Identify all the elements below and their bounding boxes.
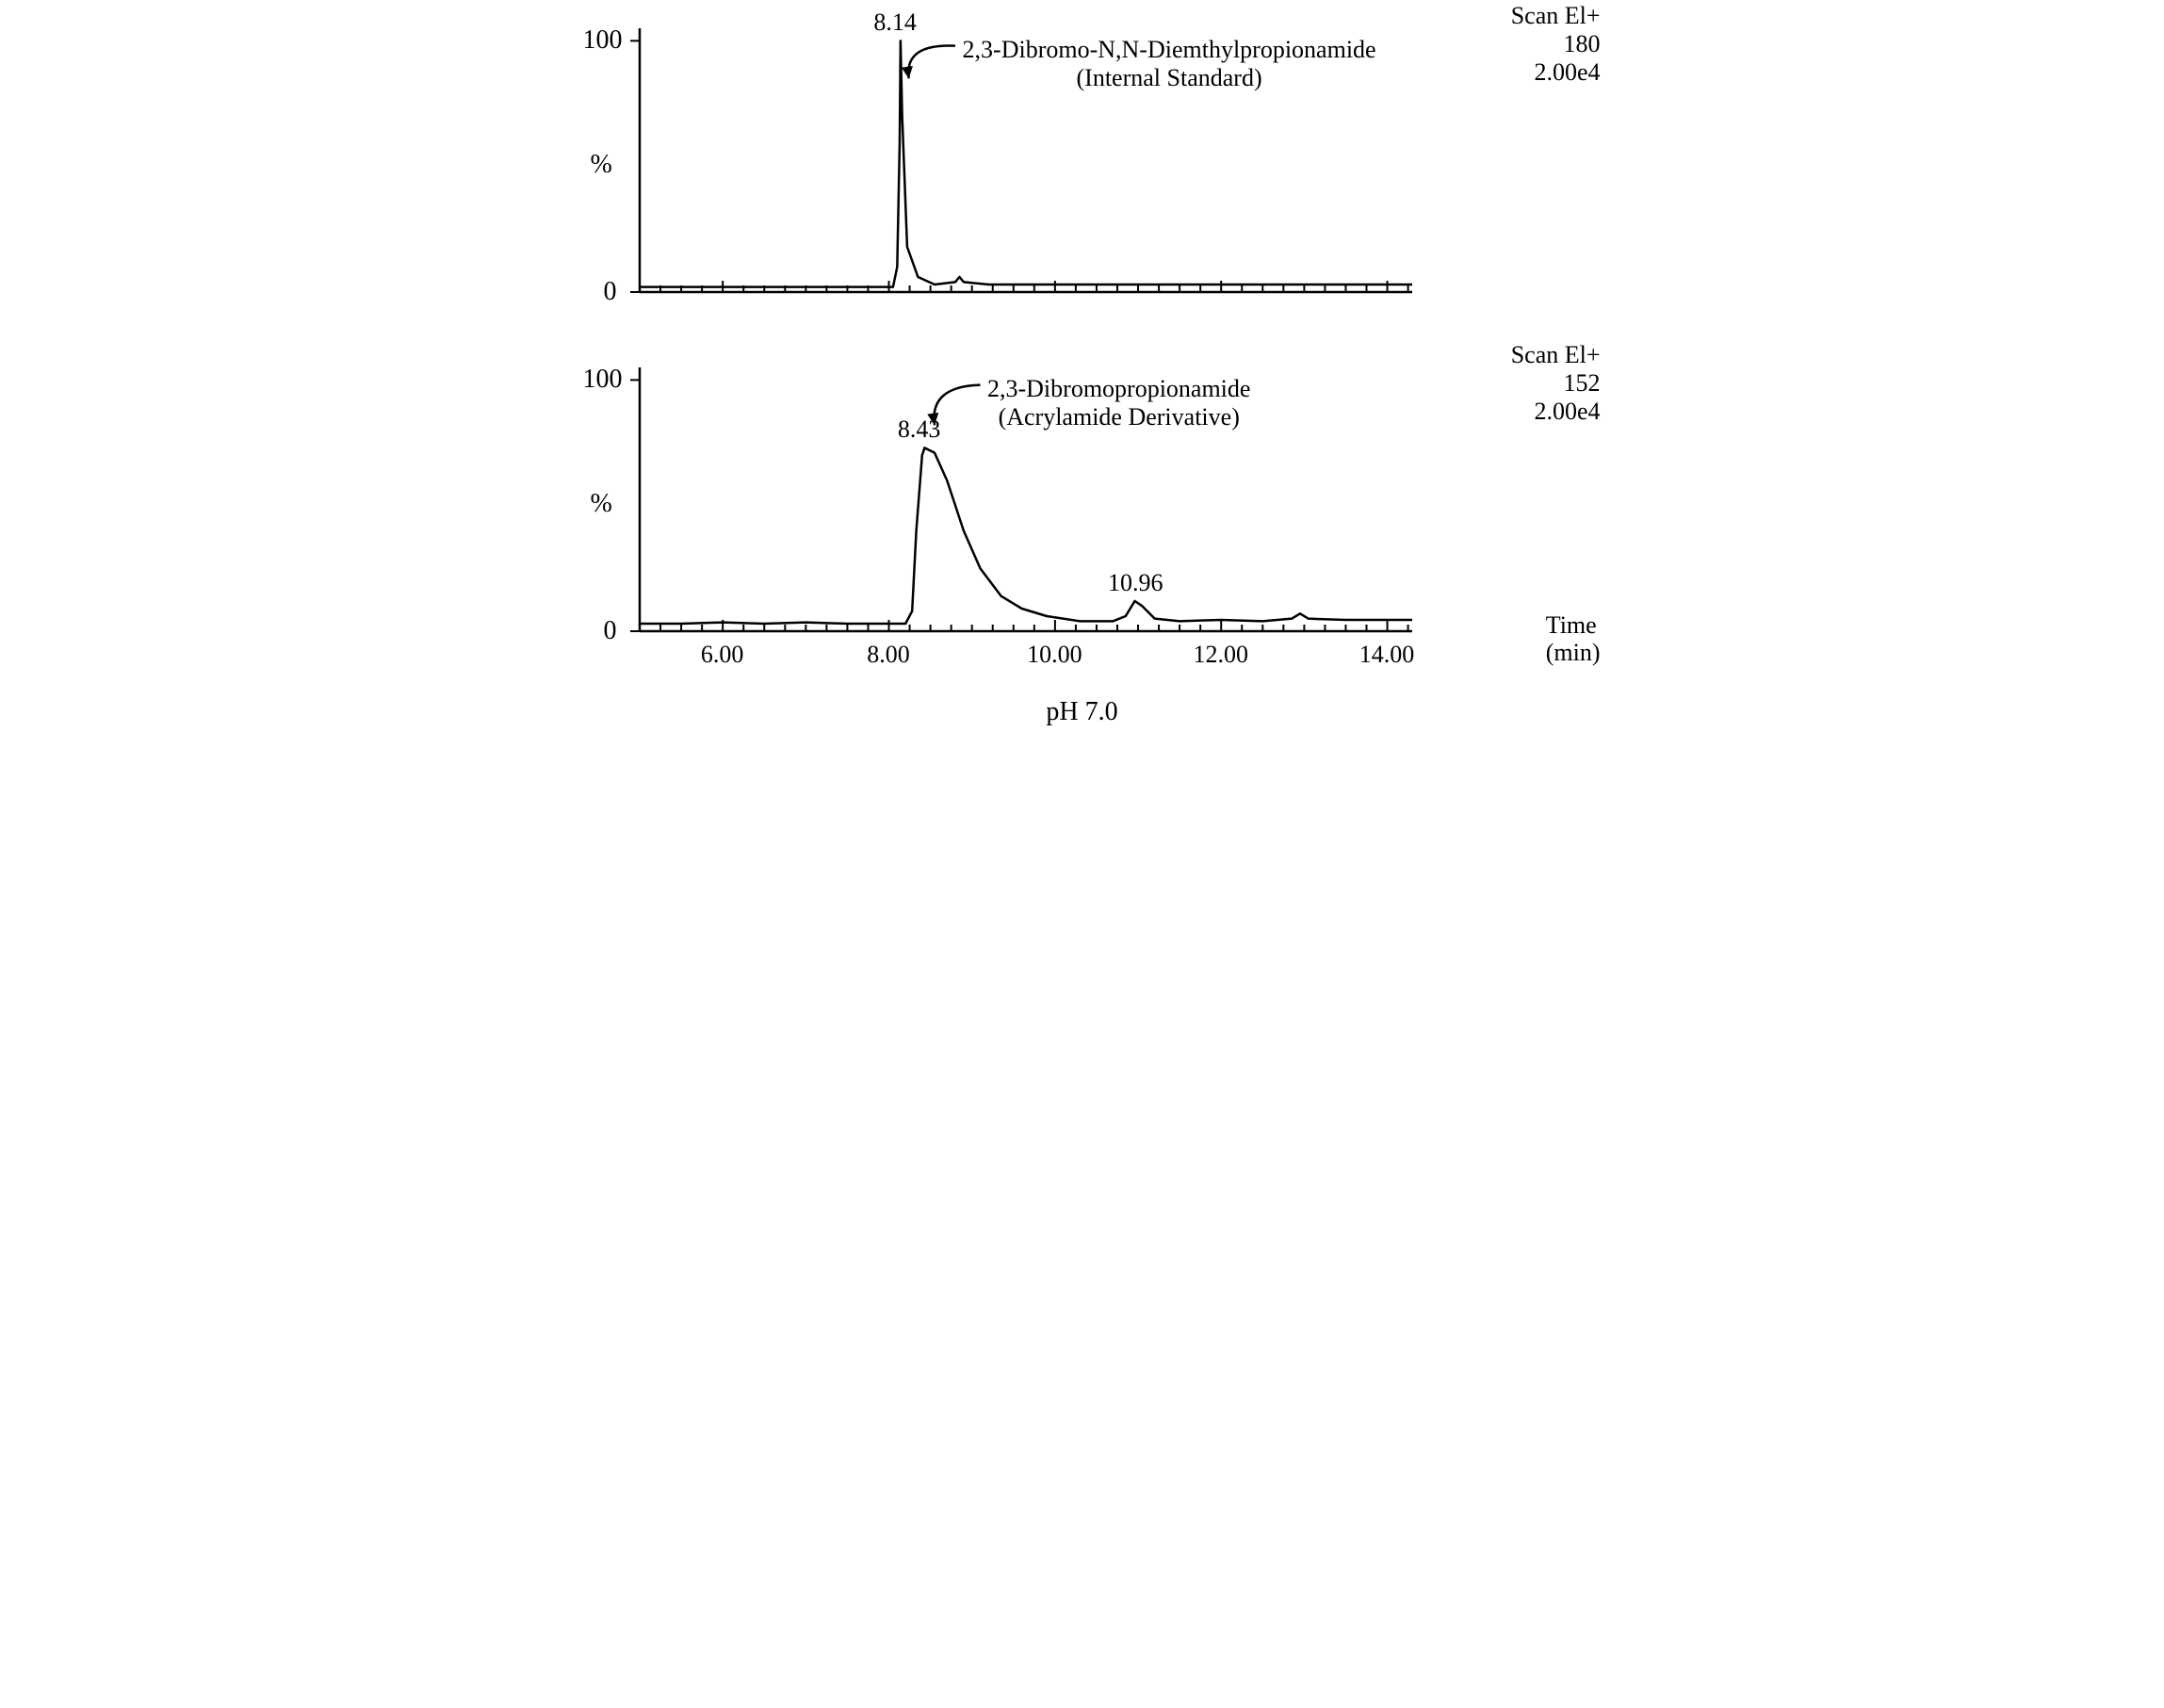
scan-info-line2: 152 xyxy=(1564,369,1601,398)
scan-info-line2: 180 xyxy=(1564,30,1601,58)
annotation-line2: (Acrylamide Derivative) xyxy=(987,403,1250,431)
peak-label: 8.43 xyxy=(898,415,941,444)
x-tick-label: 12.00 xyxy=(1193,641,1248,669)
x-tick-label: 10.00 xyxy=(1027,641,1082,669)
y-tick-100: 100 xyxy=(583,365,623,395)
y-tick-100: 100 xyxy=(583,25,623,56)
x-tick-label: 6.00 xyxy=(701,641,744,669)
figure-caption: pH 7.0 xyxy=(564,697,1601,727)
scan-info-line1: Scan El+ xyxy=(1511,341,1601,369)
compound-annotation: 2,3-Dibromopropionamide(Acrylamide Deriv… xyxy=(987,375,1250,431)
peak-label: 8.14 xyxy=(873,8,917,37)
x-axis-label: Time(min) xyxy=(1546,612,1601,666)
scan-info-line1: Scan El+ xyxy=(1511,2,1601,30)
y-tick-0: 0 xyxy=(604,277,617,307)
y-axis-percent-label: % xyxy=(591,150,612,180)
chromatogram-panel-top: 100%0Scan El+1802.00e42,3-Dibromo-N,N-Di… xyxy=(564,19,1601,320)
chromatogram-panel-bottom: 100%0Scan El+1522.00e42,3-Dibromopropion… xyxy=(564,358,1601,659)
annotation-line2: (Internal Standard) xyxy=(963,64,1376,92)
x-axis-label-line1: Time xyxy=(1546,612,1601,640)
x-axis-label-line2: (min) xyxy=(1546,640,1601,667)
annotation-line1: 2,3-Dibromopropionamide xyxy=(987,375,1250,403)
scan-info-line3: 2.00e4 xyxy=(1534,58,1600,87)
y-axis-percent-label: % xyxy=(591,489,612,519)
x-tick-label: 14.00 xyxy=(1359,641,1415,669)
annotation-line1: 2,3-Dibromo-N,N-Diemthylpropionamide xyxy=(963,36,1376,64)
compound-annotation: 2,3-Dibromo-N,N-Diemthylpropionamide(Int… xyxy=(963,36,1376,92)
peak-label: 10.96 xyxy=(1108,569,1163,597)
chromatogram-figure: 100%0Scan El+1802.00e42,3-Dibromo-N,N-Di… xyxy=(564,19,1601,727)
x-tick-label: 8.00 xyxy=(867,641,910,669)
y-tick-0: 0 xyxy=(604,616,617,646)
scan-info-line3: 2.00e4 xyxy=(1534,398,1600,426)
chromatogram-trace xyxy=(640,447,1412,624)
